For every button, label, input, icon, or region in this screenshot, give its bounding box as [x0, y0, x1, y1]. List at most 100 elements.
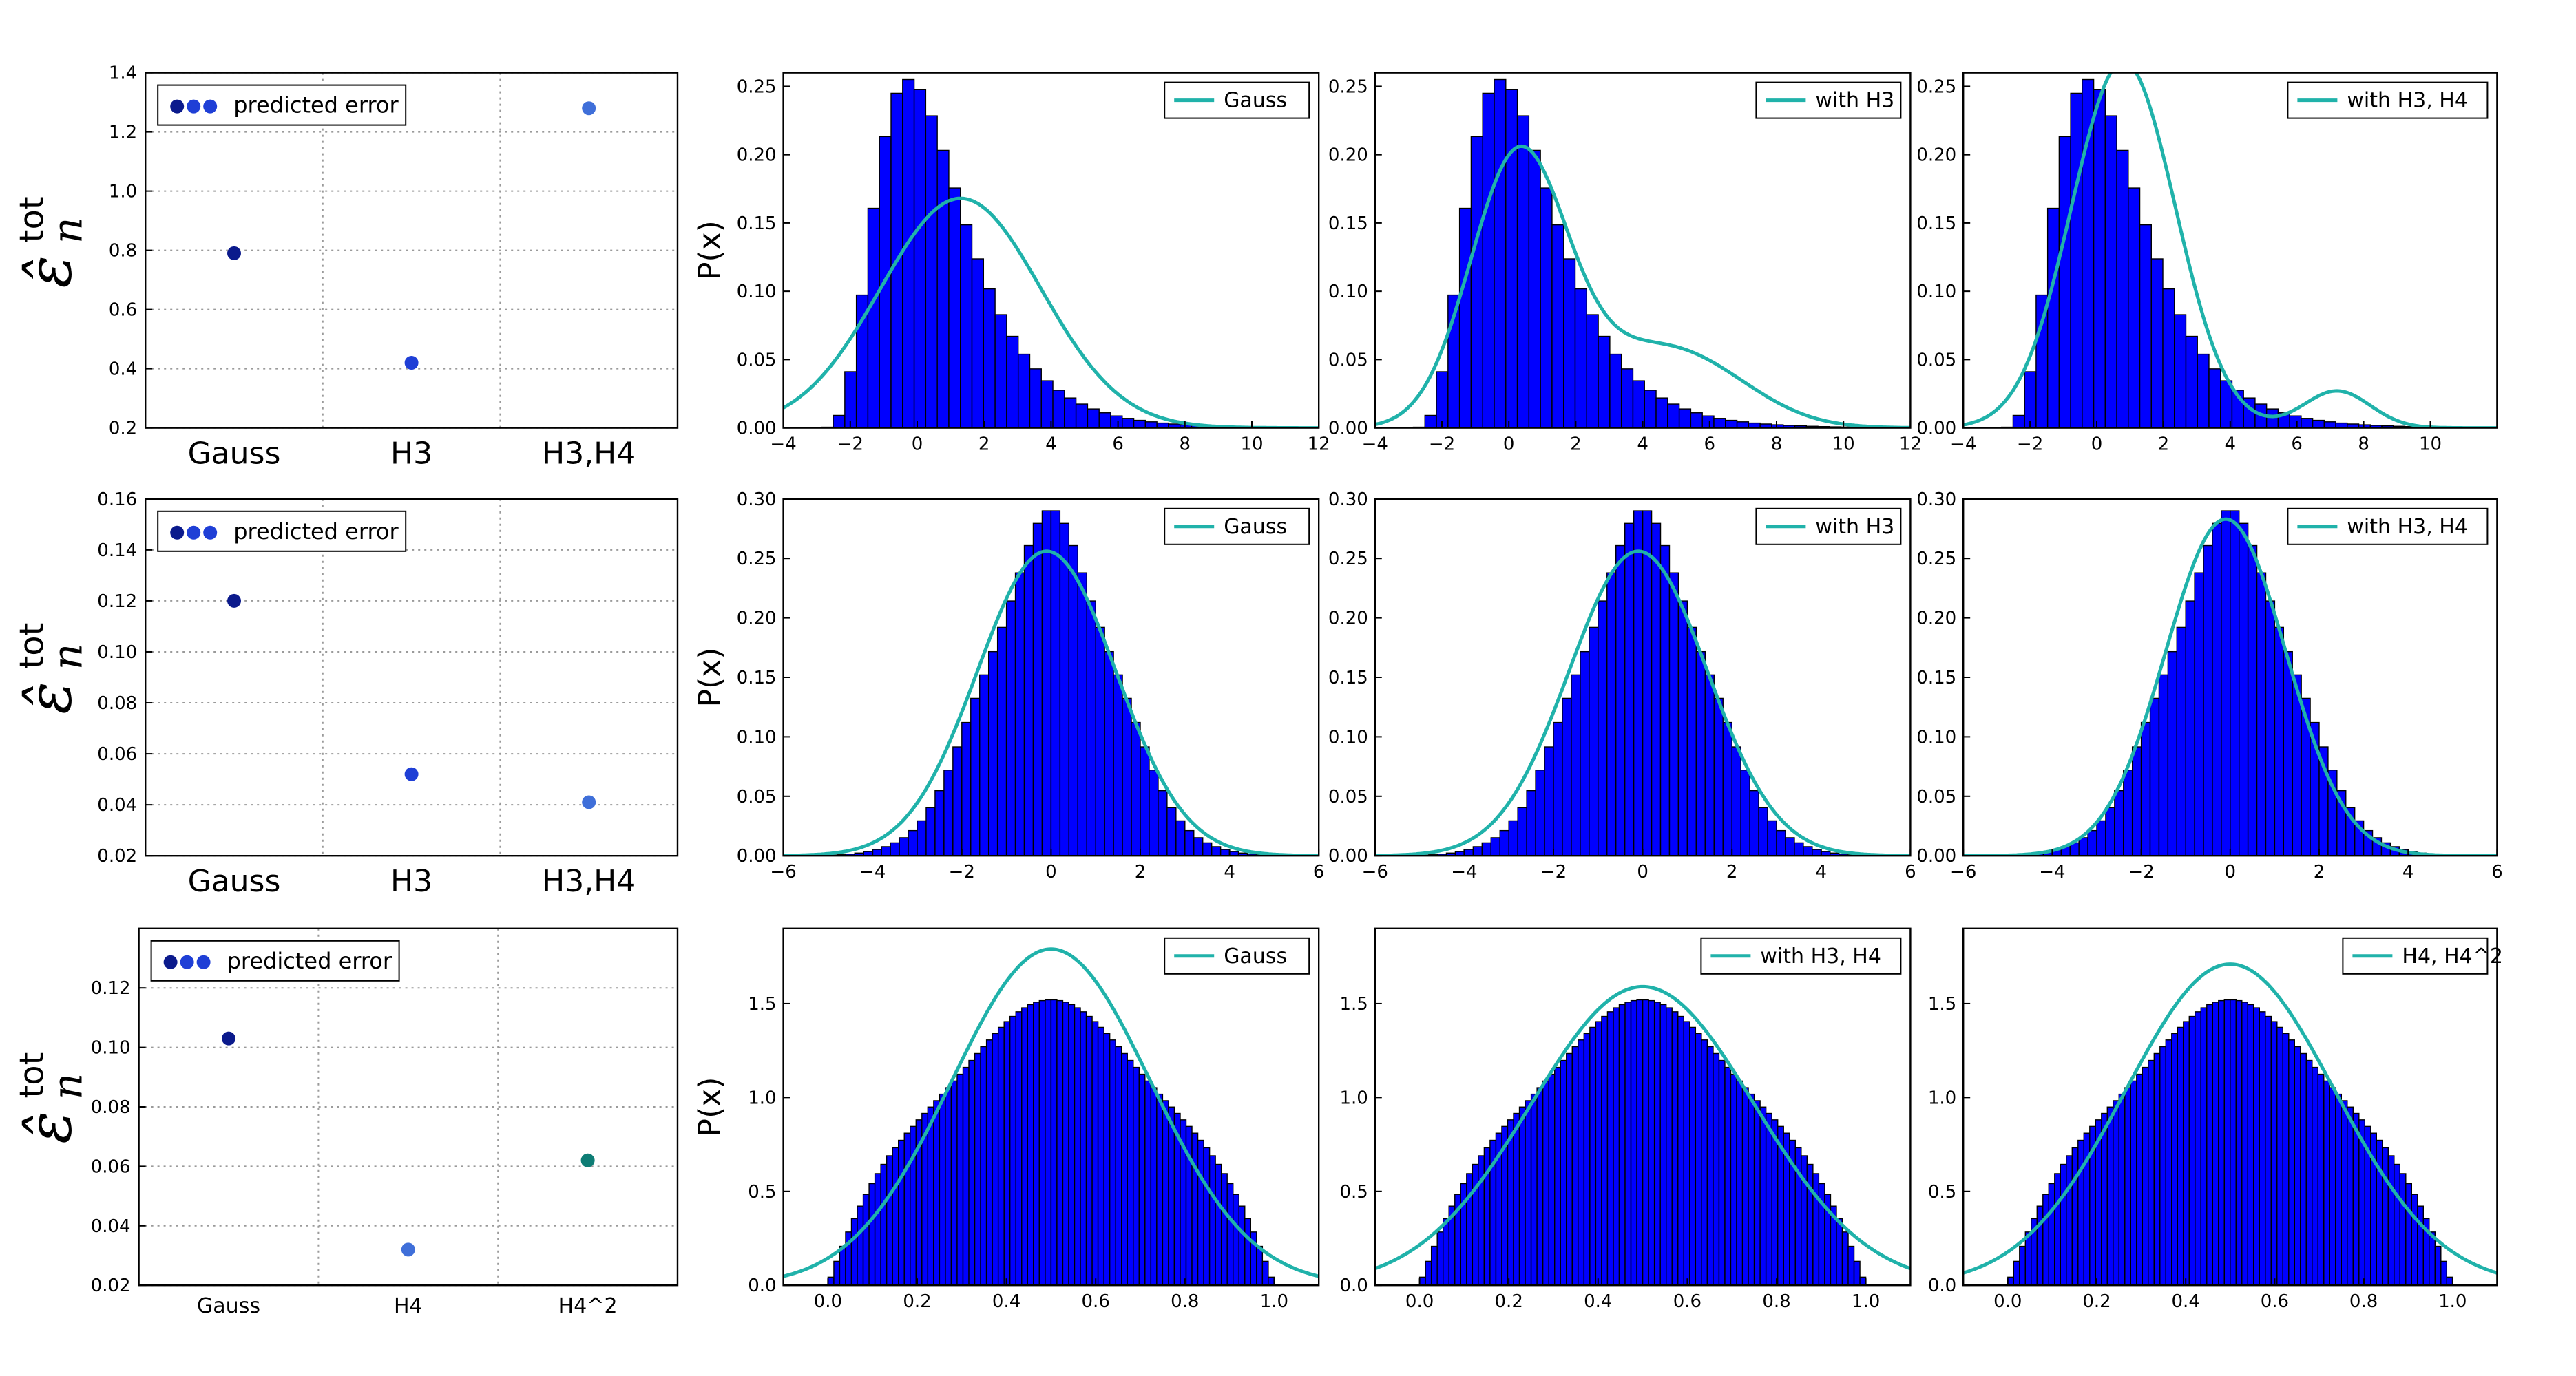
- y-tick-label: 0.5: [748, 1182, 776, 1203]
- histogram-bar: [1598, 600, 1608, 856]
- fit-curve: [1374, 144, 1911, 428]
- category-label: H3,H4: [542, 436, 636, 472]
- histogram-bar: [1226, 1183, 1234, 1286]
- y-tick-label: 0.30: [737, 489, 777, 510]
- histogram-bar: [1064, 397, 1077, 428]
- x-tick-label: 4: [1637, 434, 1648, 455]
- histogram-bar: [1430, 1245, 1438, 1286]
- histogram-bar: [996, 626, 1007, 856]
- y-tick-label: 0.25: [737, 76, 777, 97]
- error-point-h4-2: [580, 1153, 595, 1167]
- y-tick-label: 0.10: [737, 282, 777, 302]
- y-tick-label: 1.5: [1928, 994, 1956, 1015]
- x-tick-label: 2: [1726, 862, 1738, 882]
- x-tick-label: 10: [1832, 434, 1855, 455]
- y-tick-label: 0.00: [1916, 846, 1956, 867]
- histogram-bar: [2066, 1155, 2073, 1286]
- y-tick-label: 0.05: [737, 350, 777, 370]
- histogram-bar: [850, 1218, 858, 1286]
- y-tick-label: 0.0: [1339, 1276, 1368, 1296]
- histogram-bar: [839, 1245, 846, 1286]
- y-tick-label: 0.08: [97, 693, 137, 714]
- histogram-r1-c2-frame: [1374, 72, 1912, 429]
- histogram-bar: [2312, 1066, 2319, 1286]
- error-panel-1-frame: [144, 72, 679, 429]
- y-tick-label: 0.25: [1916, 76, 1956, 97]
- histogram-bar: [1606, 572, 1617, 856]
- error-point-h3-h4: [582, 101, 596, 116]
- histogram-bar: [1041, 510, 1052, 856]
- histogram-bar: [1086, 600, 1096, 856]
- histogram-bar: [2197, 353, 2210, 428]
- y-tick-label: 0.8: [109, 241, 137, 262]
- error-point-h3-h4: [582, 795, 596, 809]
- histogram-bar: [1021, 1007, 1028, 1286]
- histogram-bar: [827, 1276, 835, 1286]
- histogram-bar: [1203, 1147, 1211, 1286]
- histogram-bar: [1103, 1033, 1111, 1286]
- histogram-r2-c3-frame: [1962, 498, 2498, 857]
- y-tick-label: 0.20: [737, 608, 777, 629]
- histogram-bar: [1704, 674, 1715, 856]
- error-point-gauss: [222, 1031, 235, 1046]
- histogram-bar: [1056, 999, 1064, 1286]
- legend-label: with H3, H4: [2347, 89, 2468, 113]
- histogram-bar: [1601, 1015, 1609, 1286]
- x-tick-label: −2: [1540, 862, 1567, 882]
- histogram-bar: [1859, 1276, 1867, 1286]
- y-tick-label: 0.2: [109, 419, 137, 439]
- histogram-bar: [1535, 770, 1545, 856]
- histogram-bar: [2087, 829, 2097, 856]
- histogram-bar: [913, 89, 927, 428]
- legend-label: with H3, H4: [2347, 515, 2468, 539]
- histogram-bar: [1540, 187, 1553, 428]
- x-tick-label: −2: [2128, 862, 2154, 882]
- error-panel-2-frame: [144, 498, 679, 857]
- histogram-bar: [1695, 650, 1706, 856]
- y-tick-label: 0.00: [737, 419, 777, 439]
- histogram-bar: [1085, 1015, 1093, 1286]
- histogram-bar: [1803, 846, 1813, 856]
- histogram-bar: [2230, 999, 2237, 1286]
- error-point-h4: [401, 1242, 415, 1257]
- x-tick-label: −6: [770, 862, 796, 882]
- histogram-bar: [886, 1155, 893, 1286]
- y-tick-label: 0.02: [97, 846, 137, 867]
- x-tick-label: 4: [1816, 862, 1828, 882]
- x-tick-label: 2: [978, 434, 990, 455]
- x-tick-label: 0.2: [2082, 1291, 2111, 1312]
- histogram-bar: [1481, 842, 1491, 856]
- histogram-bar: [1068, 544, 1078, 856]
- y-axis-label: P(x): [693, 220, 728, 280]
- histogram-bar: [2113, 1100, 2120, 1286]
- histogram-bar: [994, 314, 1007, 428]
- histogram-bar: [943, 770, 954, 856]
- x-tick-label: 1.0: [1852, 1291, 1880, 1312]
- histogram-bar: [2148, 1059, 2155, 1286]
- histogram-r1-c1: −4 −2 0 2 4 6 8 10 12 0.00 0.05 0.10 0.15 0.20 0.25 Gau…: [693, 72, 1330, 455]
- y-tick-label: 0.00: [737, 846, 777, 867]
- histogram-r1-c3: −4 −2 0 2 4 6 8 10 0.00 0.05 0.10 0.15 0.20 0.25 with …: [1916, 72, 2498, 455]
- y-axis-label-sup: tot: [12, 196, 51, 242]
- histogram-bar: [1516, 115, 1530, 428]
- histogram-bar: [1077, 572, 1087, 856]
- y-axis-label-sup: tot: [12, 1052, 51, 1098]
- histogram-bar: [862, 1194, 870, 1286]
- histogram-bar: [1098, 412, 1111, 428]
- histogram-bar: [2429, 1231, 2436, 1286]
- histogram-bar: [1115, 1046, 1122, 1286]
- y-tick-label: 0.30: [1916, 489, 1956, 510]
- histogram-bar: [2101, 1112, 2108, 1286]
- histogram-r2-c3: −6 −4 −2 0 2 4 6 0.00 0.05 0.10 0.15 0.20 0.25 0.30 wi…: [1916, 489, 2502, 882]
- y-tick-label: 0.20: [1328, 145, 1368, 166]
- histogram-r1-c1-frame: [782, 72, 1320, 429]
- x-tick-label: 0: [1045, 862, 1057, 882]
- histogram-bar: [1689, 1026, 1697, 1286]
- histogram-bar: [1150, 1087, 1158, 1286]
- histogram-bar: [2253, 1007, 2261, 1286]
- histogram-bar: [1730, 1073, 1737, 1286]
- histogram-bar: [2300, 1052, 2307, 1286]
- histogram-bar: [1121, 1052, 1128, 1286]
- error-panel-3-frame: [138, 927, 679, 1287]
- histogram-bar: [2150, 258, 2164, 428]
